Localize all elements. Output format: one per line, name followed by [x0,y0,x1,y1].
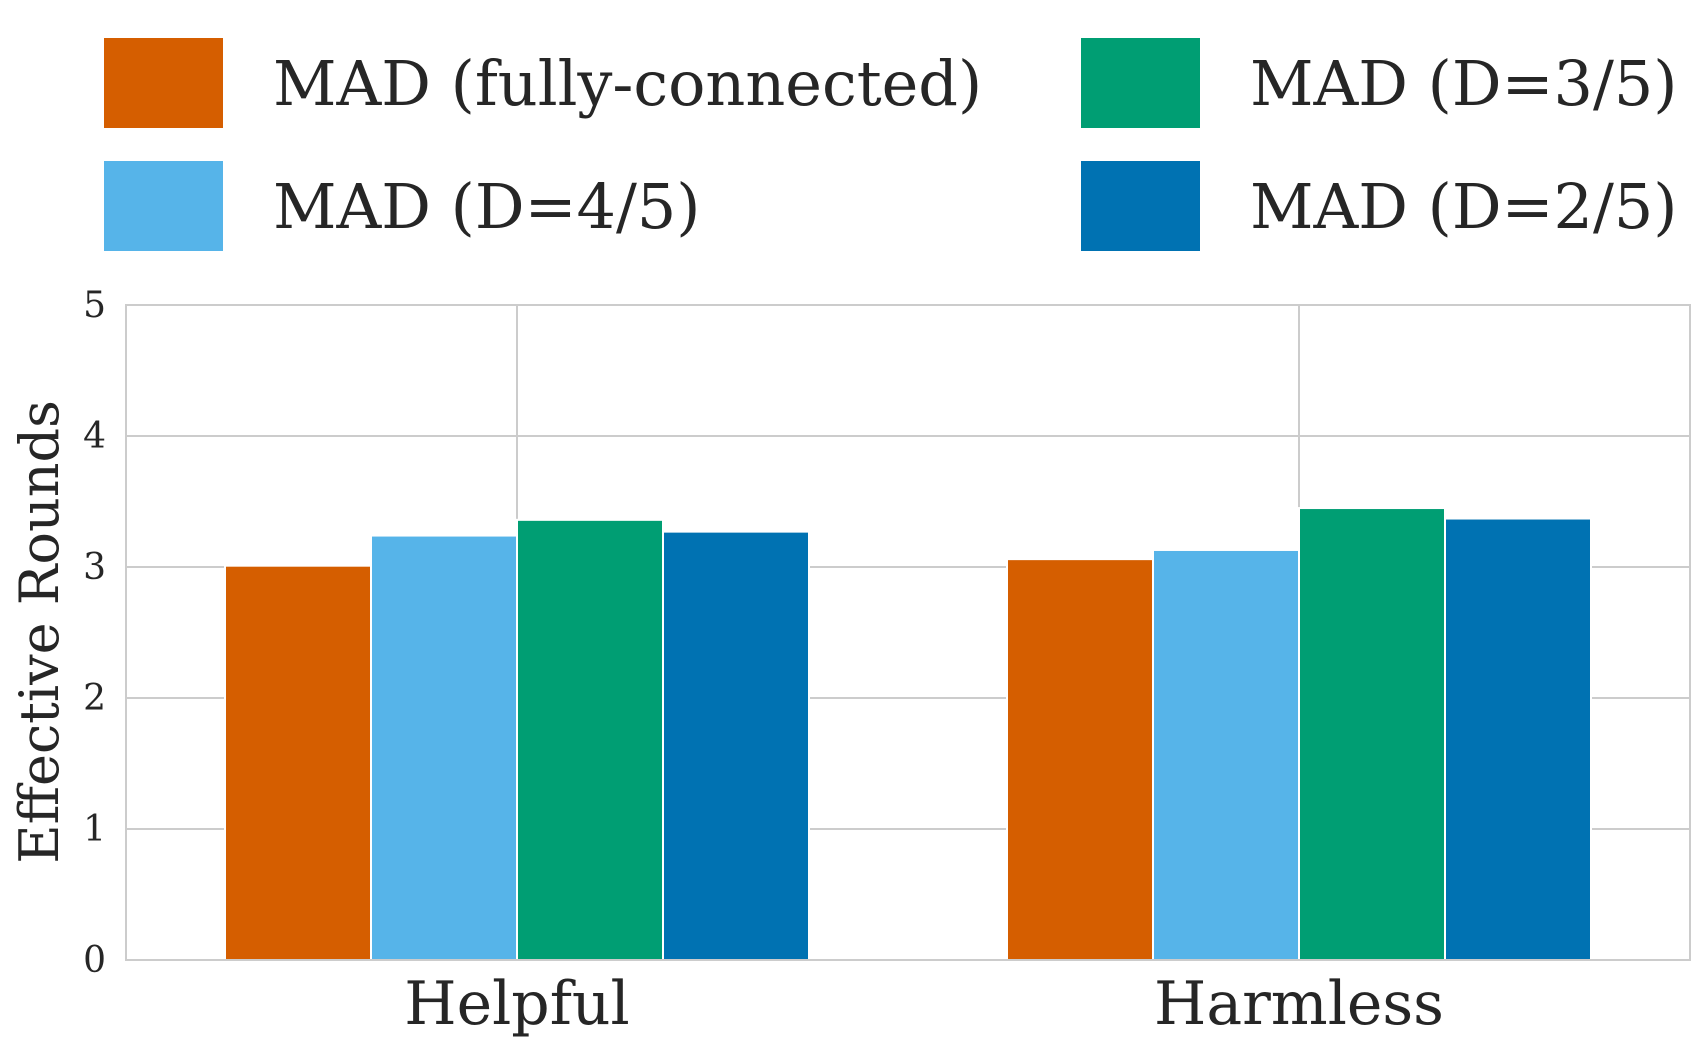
plot-frame [125,304,1691,961]
x-tick-label: Helpful [404,969,629,1039]
y-axis-label: Effective Rounds [8,400,71,864]
y-tick-label: 0 [83,940,106,981]
bars [224,507,1592,962]
bar [662,530,810,961]
legend-label: MAD (D=2/5) [1250,170,1678,243]
legend-label: MAD (fully-connected) [273,47,982,120]
legend-label: MAD (D=3/5) [1250,47,1678,120]
y-tick-label: 5 [83,285,106,326]
bar [516,518,664,962]
y-tick-label: 4 [83,416,106,457]
bar [1006,558,1154,961]
y-tick-label: 2 [83,678,106,719]
y-tick-label: 3 [83,547,106,588]
legend-swatch [1081,161,1200,251]
legend-swatch [104,161,223,251]
legend: MAD (fully-connected) MAD (D=4/5) MAD (D=3… [104,38,1678,251]
bar [224,564,372,961]
x-tick-label: Harmless [1154,969,1444,1039]
legend-swatch [1081,38,1200,128]
y-tick-labels: 0 1 2 3 4 5 [83,285,106,981]
x-tick-labels: Helpful Harmless [404,969,1444,1039]
bar [1298,507,1446,961]
bar [1444,517,1592,962]
legend-swatch [104,38,223,128]
y-tick-label: 1 [83,809,106,850]
bar [370,534,518,961]
legend-label: MAD (D=4/5) [273,170,701,243]
bar [1152,548,1300,961]
